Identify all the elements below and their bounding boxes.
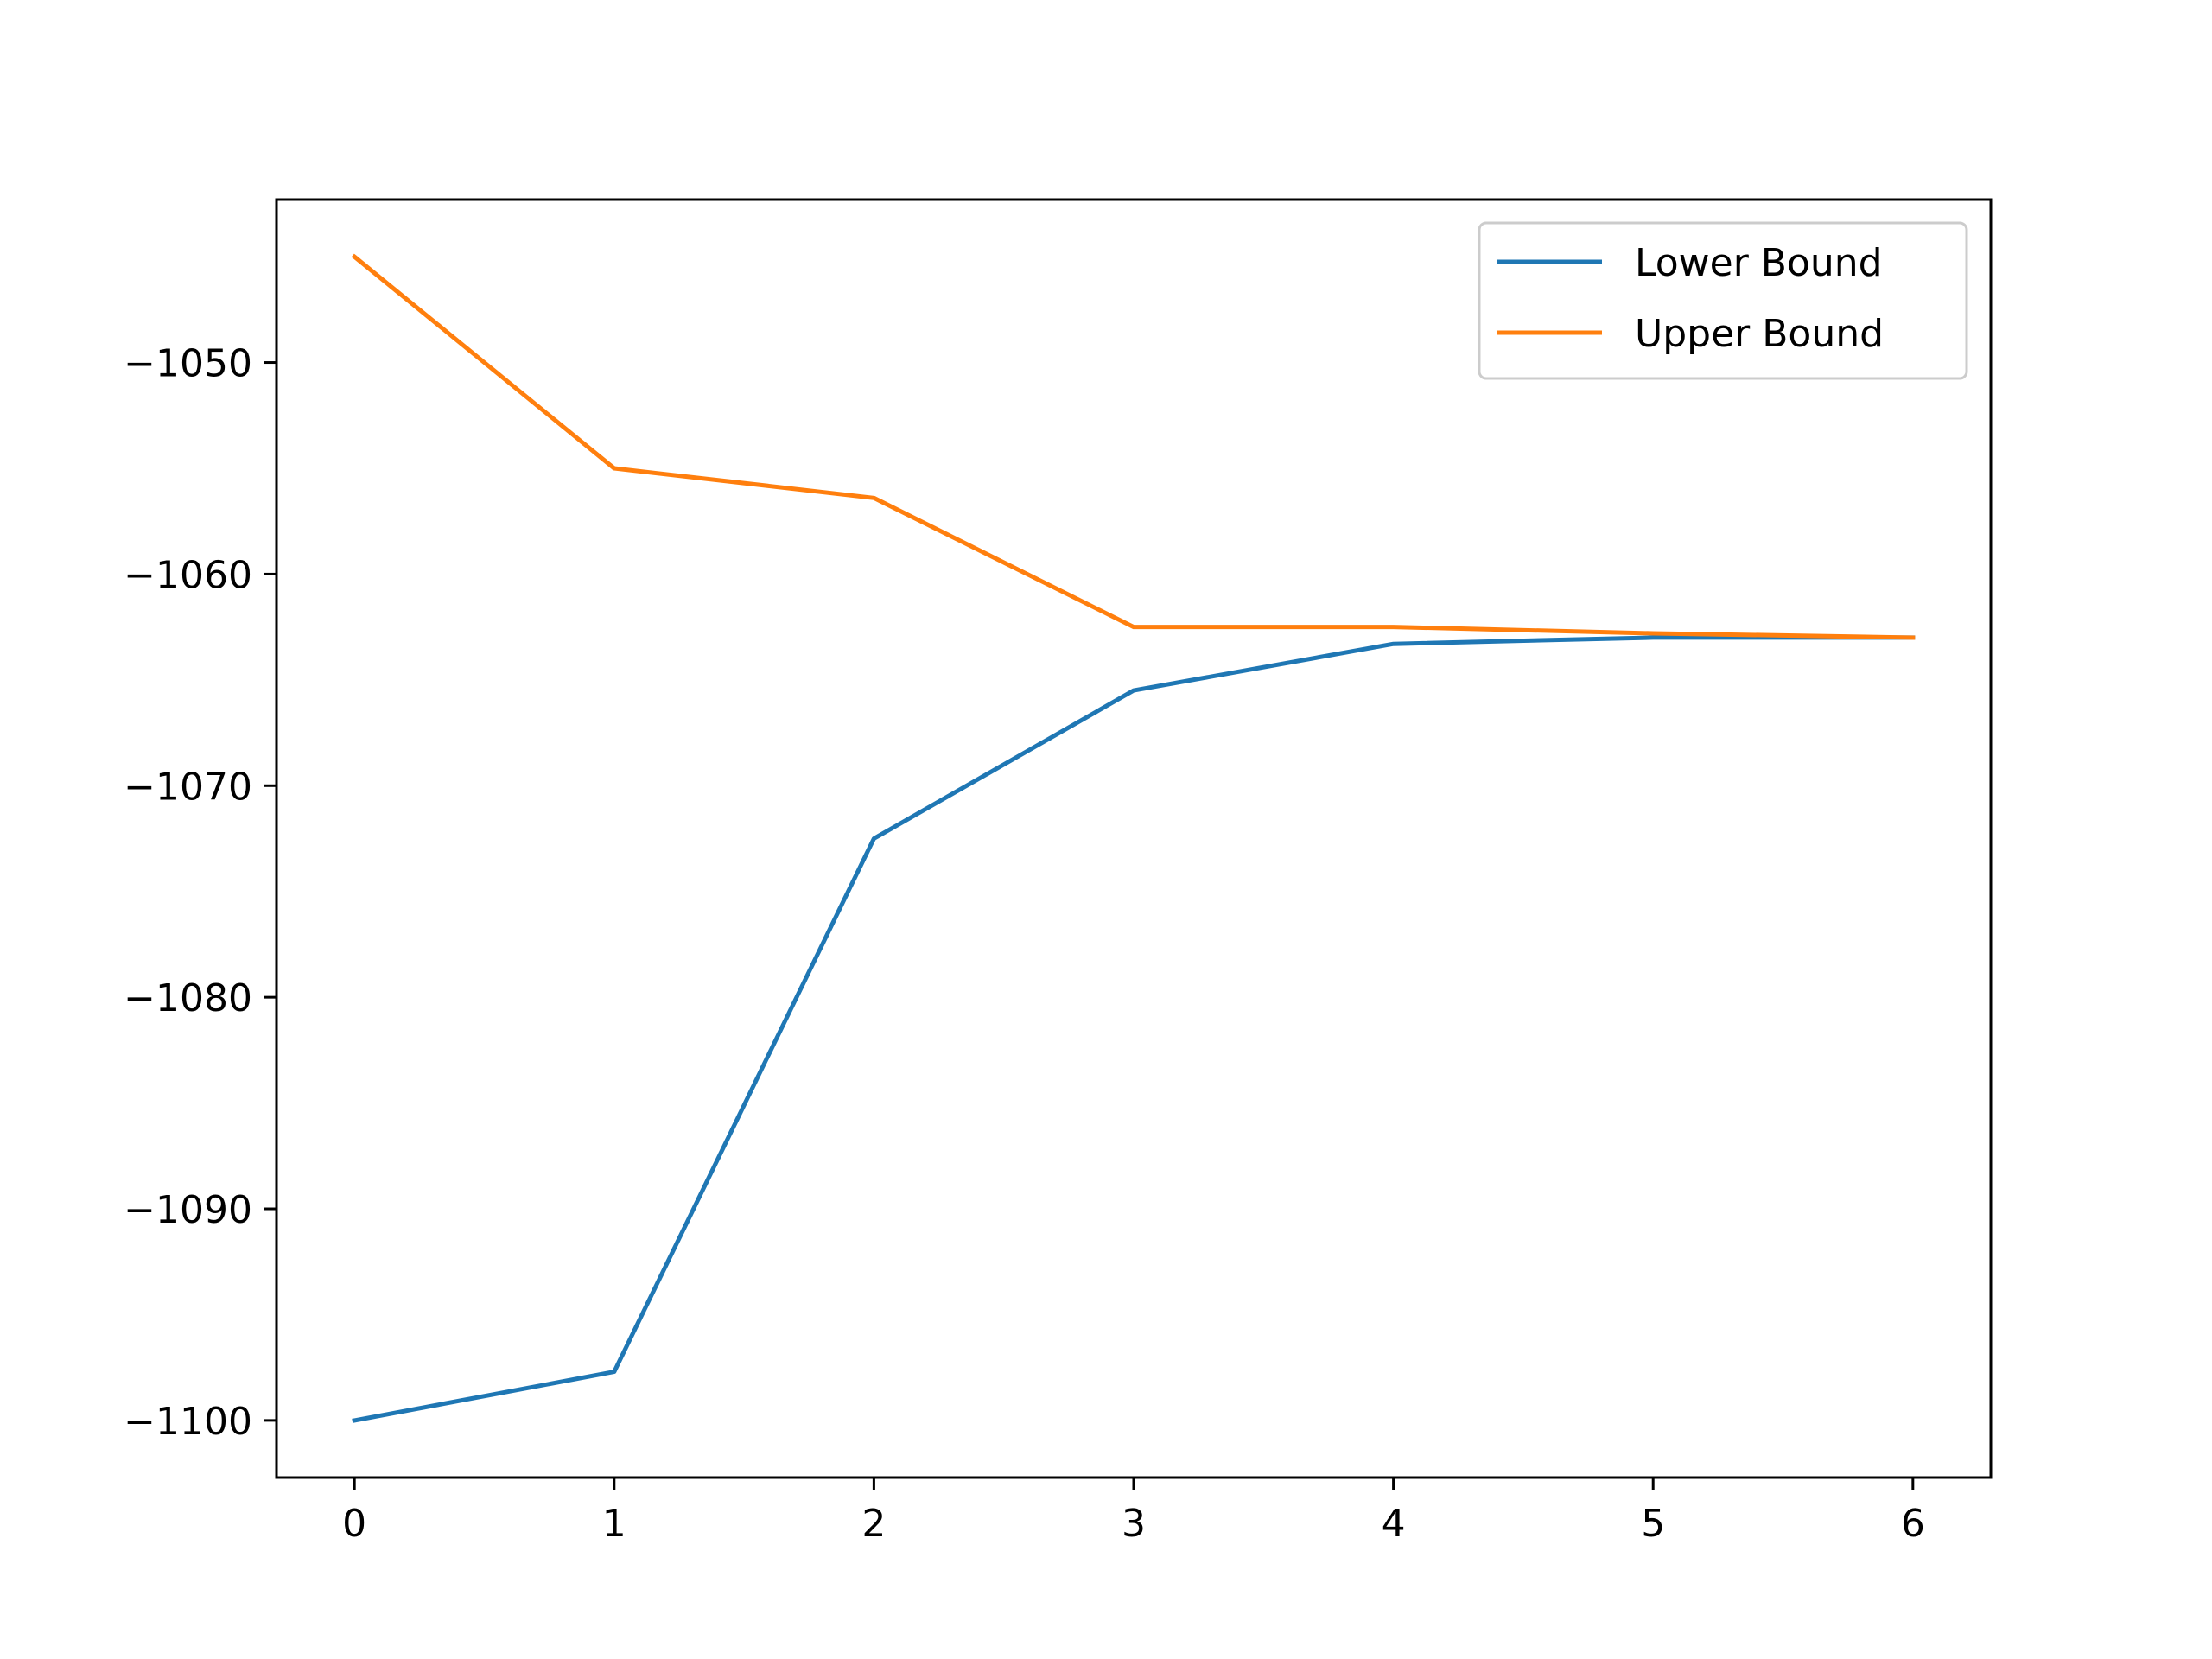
x-axis: 0 1 2 3 4 5 6 <box>342 1478 1925 1546</box>
y-tick-label: −1100 <box>124 1400 252 1444</box>
y-tick-label: −1080 <box>124 976 252 1020</box>
y-tick-label: −1070 <box>124 765 252 809</box>
series-line-lower-bound <box>352 635 1916 1423</box>
x-tick-label: 6 <box>1901 1502 1925 1546</box>
x-tick-label: 3 <box>1122 1502 1146 1546</box>
series-line-upper-bound <box>351 253 1916 640</box>
legend: Lower Bound Upper Bound <box>1478 221 1968 380</box>
y-tick-label: −1050 <box>124 342 252 386</box>
plot-area-background <box>276 200 1991 1478</box>
x-tick-label: 2 <box>861 1502 886 1546</box>
legend-label-upper-bound: Upper Bound <box>1635 312 1884 356</box>
x-tick-label: 5 <box>1641 1502 1665 1546</box>
y-tick-label: −1060 <box>124 553 252 597</box>
y-tick-label: −1090 <box>124 1188 252 1232</box>
series-layer <box>351 253 1916 1423</box>
x-tick-label: 1 <box>602 1502 626 1546</box>
legend-label-lower-bound: Lower Bound <box>1635 241 1883 285</box>
x-tick-label: 0 <box>342 1502 366 1546</box>
x-tick-label: 4 <box>1382 1502 1406 1546</box>
y-axis: −1100 −1090 −1080 −1070 −1060 −1050 <box>124 342 276 1444</box>
